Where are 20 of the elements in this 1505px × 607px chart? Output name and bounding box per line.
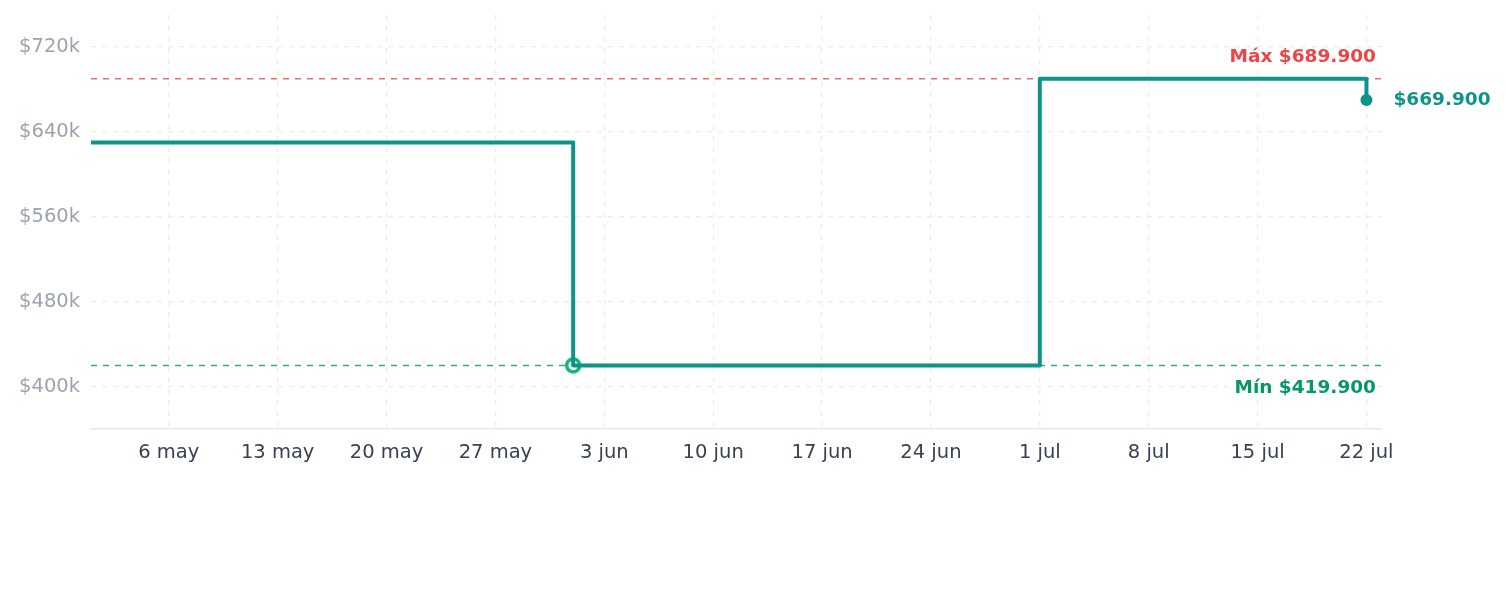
y-tick-label: $640k — [19, 118, 81, 142]
y-tick-label: $480k — [19, 288, 81, 312]
x-tick-label: 13 may — [240, 439, 315, 463]
x-tick-label: 22 jul — [1339, 439, 1394, 463]
y-tick-label: $720k — [19, 33, 81, 57]
annotation: $669.900 — [1393, 87, 1491, 109]
x-tick-label: 8 jul — [1127, 439, 1170, 463]
x-tick-label: 10 jun — [682, 439, 744, 463]
y-tick-label: $400k — [19, 373, 81, 397]
y-tick-label: $560k — [19, 203, 81, 227]
ref-line-label: Mín $419.900 — [1234, 376, 1376, 398]
x-tick-label: 15 jul — [1230, 439, 1285, 463]
x-tick-label: 24 jun — [900, 439, 962, 463]
x-tick-label: 17 jun — [791, 439, 853, 463]
x-tick-label: 20 may — [349, 439, 424, 463]
ref-line-label: Máx $689.900 — [1229, 44, 1376, 66]
x-tick-label: 1 jul — [1018, 439, 1061, 463]
x-tick-label: 6 may — [138, 439, 200, 463]
x-tick-label: 3 jun — [579, 439, 629, 463]
x-tick-label: 27 may — [458, 439, 533, 463]
